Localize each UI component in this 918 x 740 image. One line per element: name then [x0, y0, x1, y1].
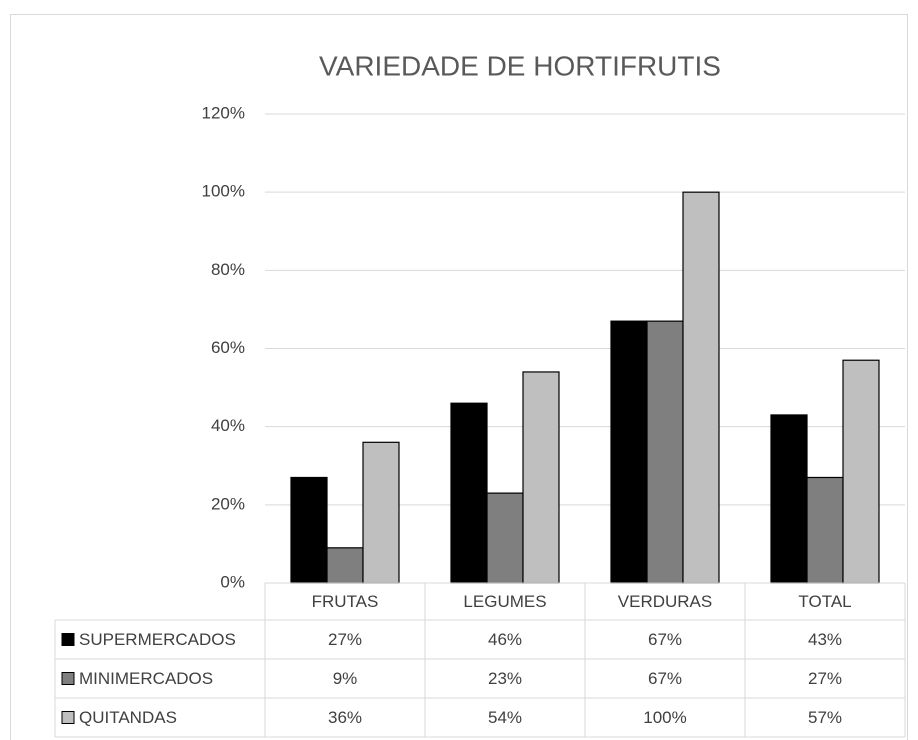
bar [362, 441, 400, 584]
chart-title: VARIEDADE DE HORTIFRUTIS [319, 50, 721, 81]
legend-label: MINIMERCADOS [79, 669, 213, 688]
x-tick-label: LEGUMES [463, 592, 546, 611]
data-label: 57% [808, 708, 842, 727]
bar [610, 320, 648, 584]
bar [522, 371, 560, 584]
data-label: 9% [333, 669, 358, 688]
bar [682, 191, 720, 584]
y-tick-label: 0% [220, 572, 245, 591]
data-label: 100% [643, 708, 686, 727]
data-label: 43% [808, 630, 842, 649]
y-tick-label: 120% [202, 103, 245, 122]
bar [842, 359, 880, 584]
x-tick-label: VERDURAS [618, 592, 712, 611]
legend-key [61, 672, 75, 685]
y-tick-label: 40% [211, 416, 245, 435]
y-tick-label: 60% [211, 338, 245, 357]
data-label: 27% [328, 630, 362, 649]
bar [326, 547, 364, 584]
legend-key [61, 633, 75, 646]
data-label: 54% [488, 708, 522, 727]
bar [290, 476, 328, 584]
x-tick-label: TOTAL [798, 592, 851, 611]
bar [646, 320, 684, 584]
data-label: 27% [808, 669, 842, 688]
chart-frame [10, 14, 908, 740]
data-label: 36% [328, 708, 362, 727]
bar [450, 402, 488, 584]
bar [486, 492, 524, 584]
y-tick-label: 20% [211, 494, 245, 513]
x-tick-label: FRUTAS [312, 592, 379, 611]
y-tick-label: 80% [211, 260, 245, 279]
legend-label: QUITANDAS [79, 708, 177, 727]
data-label: 67% [648, 669, 682, 688]
legend-key [61, 711, 75, 724]
y-tick-label: 100% [202, 182, 245, 201]
data-label: 23% [488, 669, 522, 688]
data-label: 67% [648, 630, 682, 649]
legend-label: SUPERMERCADOS [79, 630, 236, 649]
data-label: 46% [488, 630, 522, 649]
bar [770, 414, 808, 584]
bar [806, 476, 844, 584]
